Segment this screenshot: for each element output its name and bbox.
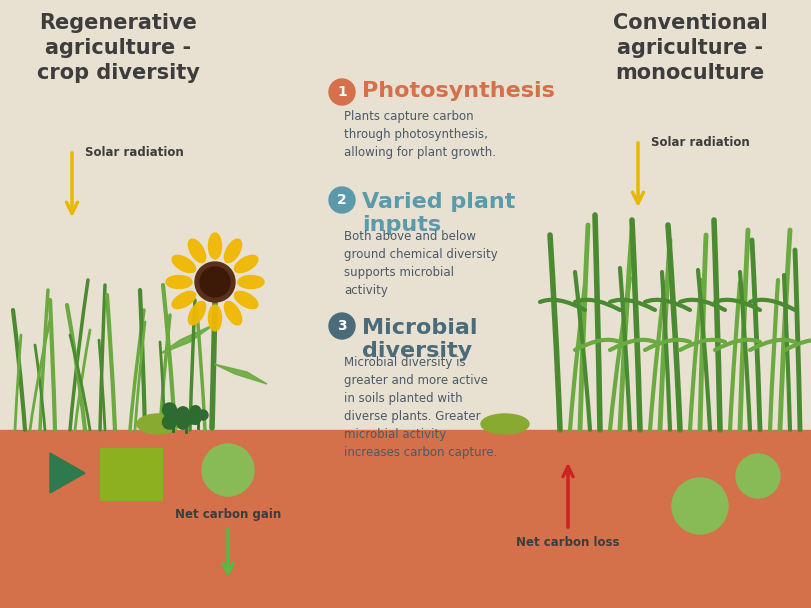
Text: 1: 1 <box>337 85 347 99</box>
Polygon shape <box>214 364 267 384</box>
Bar <box>100 448 162 500</box>
Circle shape <box>173 409 187 423</box>
Circle shape <box>672 478 728 534</box>
Circle shape <box>329 313 355 339</box>
Circle shape <box>200 267 230 297</box>
Ellipse shape <box>166 275 192 289</box>
Ellipse shape <box>225 302 242 325</box>
Polygon shape <box>50 453 85 493</box>
Circle shape <box>162 403 177 417</box>
Text: Net carbon gain: Net carbon gain <box>175 508 281 521</box>
Circle shape <box>198 410 208 420</box>
Text: Photosynthesis: Photosynthesis <box>362 81 555 101</box>
Ellipse shape <box>137 414 179 434</box>
Ellipse shape <box>234 255 258 272</box>
Ellipse shape <box>234 291 258 309</box>
Circle shape <box>177 417 189 429</box>
Circle shape <box>162 415 177 429</box>
Text: Regenerative
agriculture -
crop diversity: Regenerative agriculture - crop diversit… <box>36 13 200 83</box>
Circle shape <box>177 407 189 419</box>
Text: Conventional
agriculture -
monoculture: Conventional agriculture - monoculture <box>612 13 767 83</box>
Circle shape <box>329 187 355 213</box>
Ellipse shape <box>188 239 206 263</box>
Text: Both above and below
ground chemical diversity
supports microbial
activity: Both above and below ground chemical div… <box>344 230 498 297</box>
Circle shape <box>202 444 254 496</box>
Ellipse shape <box>172 255 195 272</box>
Text: Plants capture carbon
through photosynthesis,
allowing for plant growth.: Plants capture carbon through photosynth… <box>344 110 496 159</box>
Bar <box>0 430 811 608</box>
Text: Net carbon loss: Net carbon loss <box>517 536 620 549</box>
Circle shape <box>186 412 198 424</box>
Ellipse shape <box>208 305 221 331</box>
Ellipse shape <box>172 291 195 309</box>
Ellipse shape <box>208 233 221 259</box>
Polygon shape <box>160 324 215 354</box>
Circle shape <box>736 454 780 498</box>
Ellipse shape <box>481 414 529 434</box>
Text: Microbial diversity is
greater and more active
in soils planted with
diverse pla: Microbial diversity is greater and more … <box>344 356 497 459</box>
Circle shape <box>329 79 355 105</box>
Text: 3: 3 <box>337 319 347 333</box>
Circle shape <box>195 262 235 302</box>
Ellipse shape <box>238 275 264 289</box>
Ellipse shape <box>188 302 206 325</box>
Text: Microbial
diversity: Microbial diversity <box>362 318 478 361</box>
Text: 2: 2 <box>337 193 347 207</box>
Ellipse shape <box>225 239 242 263</box>
Text: Solar radiation: Solar radiation <box>651 136 749 148</box>
Circle shape <box>191 406 200 416</box>
Text: Solar radiation: Solar radiation <box>85 147 184 159</box>
Text: Varied plant
inputs: Varied plant inputs <box>362 192 515 235</box>
Circle shape <box>191 414 200 424</box>
